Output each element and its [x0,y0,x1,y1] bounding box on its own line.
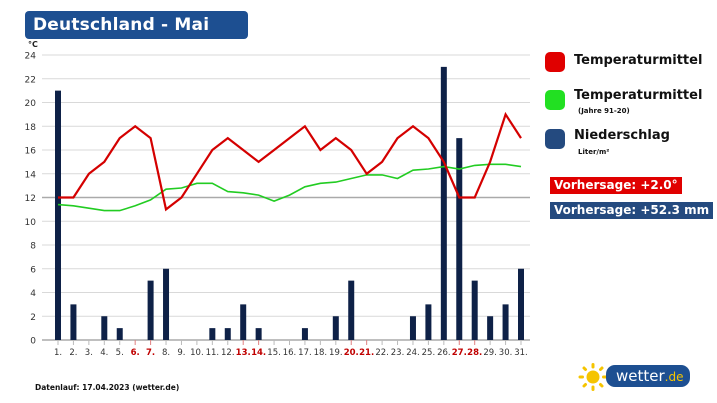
x-tick-label: 28. [467,348,482,358]
precipitation-bar [240,304,247,340]
x-tick-label: 20. [344,348,359,358]
x-tick-label: 21. [359,348,374,358]
x-tick-label: 6. [131,348,140,358]
precipitation-bar [440,66,447,340]
precipitation-bar [163,268,170,340]
x-tick-label: 9. [177,348,185,358]
precipitation-bar [348,280,355,340]
logo-wordmark: wetter.de [606,365,690,387]
x-tick-label: 26. [437,348,451,358]
legend-label: Niederschlag [574,128,670,143]
y-tick-label: 6 [30,265,36,275]
legend-swatch-blue [545,129,565,149]
temperature-line [58,111,522,212]
x-tick-label: 19. [329,348,343,358]
x-tick-label: 1. [54,348,62,358]
legend-label: Temperaturmittel [574,88,703,103]
x-tick-label: 4. [100,348,108,358]
precipitation-bar [255,328,262,340]
precipitation-bar [409,316,416,340]
x-tick-label: 10. [190,348,204,358]
x-tick-label: 17. [298,348,312,358]
x-tick-label: 18. [314,348,328,358]
logo-tld: .de [664,370,684,384]
y-tick-label: 4 [30,289,36,299]
y-tick-label: 2 [30,313,36,323]
precipitation-bar [70,304,77,340]
legend-sublabel: (Jahre 91-20) [578,107,630,115]
x-tick-label: 7. [146,348,155,358]
x-tick-label: 23. [391,348,405,358]
precipitation-bar [456,138,463,340]
temperature-normal-line [57,163,522,212]
precipitation-bar [487,316,494,340]
precipitation-bar [332,316,339,340]
precipitation-bar [55,90,61,340]
y-tick-label: 20 [25,99,37,109]
precipitation-bar [224,328,231,340]
x-tick-label: 31. [514,348,528,358]
x-tick-label: 8. [162,348,170,358]
x-tick-label: 22. [375,348,389,358]
x-tick-label: 15. [267,348,281,358]
chart-title: Deutschland - Mai [25,11,248,39]
y-tick-label: 24 [25,52,37,62]
sun-icon [578,363,608,391]
y-tick-label: 0 [30,337,36,347]
y-tick-label: 18 [25,123,37,133]
precipitation-bar [518,268,524,340]
data-run-note: Datenlauf: 17.04.2023 (wetter.de) [35,383,180,392]
x-tick-label: 30. [499,348,513,358]
legend-sublabel: Liter/m² [578,148,610,156]
y-tick-label: 8 [30,242,36,252]
x-tick-label: 11. [206,348,220,358]
legend-label: Temperaturmittel [574,53,703,68]
x-tick-label: 5. [116,348,124,358]
y-tick-label: 14 [25,170,37,180]
y-tick-label: 12 [25,194,36,204]
precipitation-bar [116,328,123,340]
x-tick-label: 25. [422,348,436,358]
x-tick-label: 2. [69,348,77,358]
logo-name: wetter [616,367,665,385]
x-tick-label: 24. [406,348,420,358]
x-tick-label: 29. [483,348,497,358]
precipitation-bar [425,304,432,340]
precipitation-bar [209,328,216,340]
y-tick-label: 16 [25,147,37,157]
legend-swatch-red [545,52,565,72]
precipitation-bar [502,304,509,340]
precipitation-bar [147,280,154,340]
x-tick-label: 14. [251,348,266,358]
x-tick-label: 3. [85,348,93,358]
legend-swatch-green [545,90,565,110]
x-tick-label: 27. [452,348,467,358]
x-tick-label: 13. [236,348,251,358]
x-tick-label: 16. [283,348,297,358]
y-axis-unit: °C [28,40,38,49]
forecast-temperature-badge: Vorhersage: +2.0° [550,177,682,194]
precipitation-bar [301,328,308,340]
y-tick-label: 22 [25,75,36,85]
y-tick-label: 10 [25,218,37,228]
precipitation-bar [471,280,478,340]
forecast-precipitation-badge: Vorhersage: +52.3 mm [550,202,714,219]
x-tick-label: 12. [221,348,235,358]
precipitation-bar [101,316,108,340]
